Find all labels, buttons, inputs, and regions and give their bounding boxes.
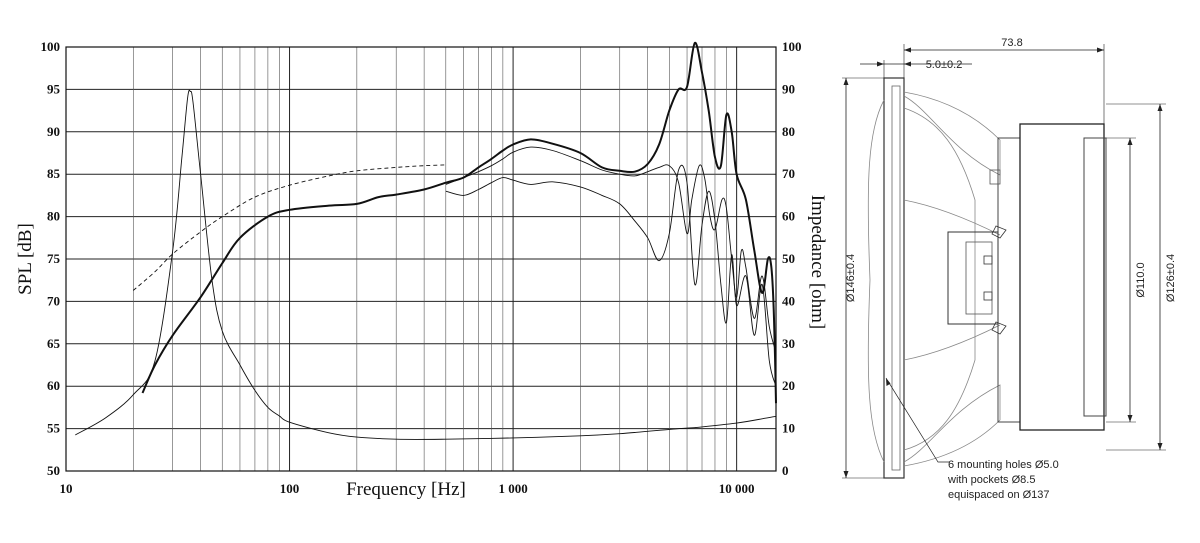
terminal-block	[947, 231, 999, 325]
mounting-note-leader	[885, 377, 950, 463]
arrow-flange-right	[904, 61, 911, 67]
x-tick-label: 100	[280, 481, 300, 496]
frame-spoke-bottom	[903, 384, 1001, 467]
vent-bump	[989, 169, 1001, 185]
frame-mid-top	[903, 199, 1001, 236]
dim-overall-depth: 73.8	[1001, 37, 1022, 49]
y-left-tick-label: 90	[47, 124, 60, 139]
front-flange	[883, 77, 905, 479]
arrow-leader	[886, 378, 891, 386]
y-left-tick-label: 55	[47, 421, 61, 436]
frequency-response-chart: 50 55 60 65 70 75 80 85 90 95 100 0 10 20 30 40 50 60 70 80…	[15, 39, 828, 500]
arrow-cutout-bottom	[1157, 443, 1163, 450]
y-right-tick-label: 50	[782, 251, 795, 266]
x-tick-label: 10 000	[719, 481, 755, 496]
y-left-axis-title: SPL [dB]	[15, 223, 36, 295]
y-right-tick-label: 60	[782, 209, 795, 224]
speaker-dimension-drawing: 73.8 5.0±0.2 Ø146±0.4 Ø110.0 Ø126±0.4 6 …	[842, 37, 1177, 501]
cone-surround	[867, 99, 885, 463]
frame-spoke-top	[903, 91, 1001, 176]
y-right-tick-label: 70	[782, 166, 795, 181]
mounting-note-line-1: 6 mounting holes Ø5.0	[948, 459, 1059, 471]
mounting-note-line-2: with pockets Ø8.5	[947, 474, 1035, 486]
y-left-tick-label: 85	[47, 166, 61, 181]
series-line-spl-off-axis-1	[445, 146, 777, 353]
dim-flange: 5.0±0.2	[926, 59, 963, 71]
x-tick-label: 10	[60, 481, 73, 496]
plot-frame	[65, 46, 777, 472]
arrow-depth-left	[904, 47, 911, 53]
arrow-magnet-top	[1127, 138, 1133, 145]
chart-series	[75, 41, 777, 440]
chart-tick-labels: 50 55 60 65 70 75 80 85 90 95 100 0 10 20 30 40 50 60 70 80…	[41, 39, 802, 496]
y-left-tick-label: 50	[47, 463, 60, 478]
arrow-flange-left	[877, 61, 884, 67]
terminal-pin-bottom	[983, 291, 993, 301]
terminal-pin-top	[983, 255, 993, 265]
arrow-magnet-bottom	[1127, 415, 1133, 422]
y-left-tick-label: 80	[47, 209, 60, 224]
y-right-tick-label: 40	[782, 293, 795, 308]
series-line-spl-off-axis-2	[445, 164, 777, 387]
magnet-assembly	[1019, 123, 1105, 431]
y-left-tick-label: 65	[47, 336, 61, 351]
series-line-impedance	[75, 89, 777, 440]
arrow-cutout-top	[1157, 104, 1163, 111]
dim-cutout-diameter: Ø126±0.4	[1165, 254, 1177, 302]
series-line-spl-on-axis	[141, 41, 777, 404]
y-left-tick-label: 70	[47, 293, 60, 308]
flange-inner	[891, 85, 901, 471]
y-right-tick-label: 30	[782, 336, 795, 351]
terminal-tab-top	[991, 225, 1007, 239]
dim-frame-diameter: Ø146±0.4	[845, 254, 857, 302]
y-right-tick-label: 20	[782, 378, 795, 393]
y-right-tick-label: 90	[782, 81, 795, 96]
dim-magnet-diameter: Ø110.0	[1135, 262, 1147, 297]
y-left-tick-label: 75	[47, 251, 61, 266]
x-tick-label: 1 000	[498, 481, 527, 496]
terminal-inner	[965, 241, 993, 315]
frame-back-plate	[997, 137, 1021, 423]
y-left-tick-label: 60	[47, 378, 60, 393]
y-right-tick-label: 10	[782, 421, 795, 436]
arrow-frame-top	[843, 78, 849, 85]
terminal-tab-bottom	[991, 321, 1007, 335]
frame-mid-bottom	[903, 324, 1001, 361]
cone-outline	[903, 107, 976, 451]
arrow-frame-bottom	[843, 471, 849, 478]
y-right-tick-label: 0	[782, 463, 789, 478]
magnet-back-plate	[1083, 137, 1107, 417]
y-left-tick-label: 95	[47, 81, 61, 96]
y-right-axis-title: Impedance [ohm]	[807, 195, 828, 330]
arrow-depth-right	[1097, 47, 1104, 53]
series-line-spl-dashed	[133, 164, 446, 291]
mounting-note-line-3: equispaced on Ø137	[948, 489, 1050, 501]
x-axis-title: Frequency [Hz]	[346, 479, 466, 500]
y-left-tick-label: 100	[41, 39, 61, 54]
y-right-tick-label: 100	[782, 39, 802, 54]
y-right-tick-label: 80	[782, 124, 795, 139]
